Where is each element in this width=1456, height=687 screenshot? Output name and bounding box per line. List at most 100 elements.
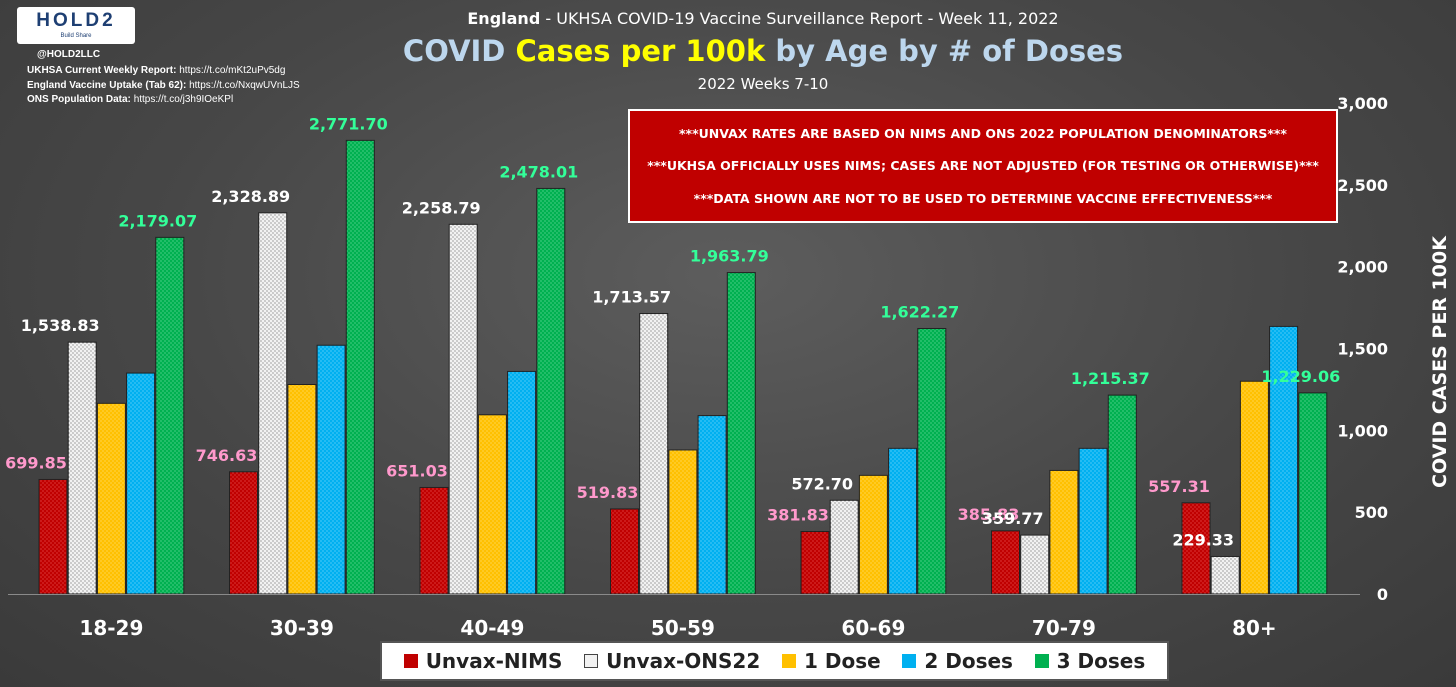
disclaimer-box: ***UNVAX RATES ARE BASED ON NIMS AND ONS… bbox=[628, 109, 1338, 223]
bar-unvax-ons22-30-39 bbox=[258, 212, 288, 595]
bar-3-doses-70-79 bbox=[1107, 394, 1137, 595]
legend-swatch bbox=[902, 654, 917, 668]
legend-label: Unvax-NIMS bbox=[425, 649, 563, 673]
data-label: 385.83 bbox=[958, 505, 1020, 524]
data-label: 2,258.79 bbox=[402, 198, 481, 217]
data-label: 557.31 bbox=[1148, 477, 1210, 496]
x-tick-label: 60-69 bbox=[841, 616, 905, 640]
bar-unvax-nims-60-69 bbox=[800, 531, 830, 595]
legend-swatch bbox=[781, 654, 796, 668]
bar-unvax-nims-18-29 bbox=[38, 478, 68, 595]
data-labels-group: 699.85 1,538.83 2,179.07 746.63 2,328.89 2,77… bbox=[5, 114, 1340, 549]
hold2-logo: HOLD2 Build Share bbox=[17, 7, 135, 44]
disclaimer-line: ***UNVAX RATES ARE BASED ON NIMS AND ONS… bbox=[679, 125, 1287, 141]
bar-3-doses-60-69 bbox=[917, 327, 947, 595]
chart-suptitle: England - UKHSA COVID-19 Vaccine Surveil… bbox=[0, 9, 1456, 28]
bar-2-doses-18-29 bbox=[126, 372, 156, 595]
bar-1-dose-50-59 bbox=[668, 449, 698, 595]
source-label: England Vaccine Uptake (Tab 62): bbox=[27, 80, 187, 91]
bar-unvax-nims-40-49 bbox=[419, 486, 449, 595]
x-tick-label: 80+ bbox=[1232, 616, 1277, 640]
data-label: 519.83 bbox=[577, 483, 639, 502]
bar-unvax-ons22-40-49 bbox=[448, 223, 478, 595]
source-link[interactable]: https://t.co/j3h9IOeKPl bbox=[133, 94, 234, 105]
x-tick-label: 50-59 bbox=[651, 616, 715, 640]
bar-unvax-nims-30-39 bbox=[229, 471, 258, 595]
bar-unvax-ons22-18-29 bbox=[67, 341, 97, 595]
legend-item-unvax-ons22: Unvax-ONS22 bbox=[584, 649, 760, 673]
title-part1: COVID bbox=[402, 34, 516, 68]
bar-1-dose-30-39 bbox=[287, 384, 317, 595]
data-label: 229.33 bbox=[1172, 530, 1234, 549]
bar-unvax-nims-70-79 bbox=[991, 530, 1020, 595]
x-axis: 18-29 30-39 40-49 50-59 60-69 70-79 80+ bbox=[8, 594, 1360, 640]
bar-unvax-ons22-70-79 bbox=[1020, 534, 1050, 595]
y-tick-label: 1,500 bbox=[1337, 340, 1388, 359]
x-tick-label: 40-49 bbox=[460, 616, 524, 640]
suptitle-country: England bbox=[467, 9, 541, 28]
chart-title: COVID Cases per 100k by Age by # of Dose… bbox=[0, 34, 1456, 68]
title-part2: by Age by # of Doses bbox=[765, 34, 1124, 68]
source-label: UKHSA Current Weekly Report: bbox=[27, 65, 177, 76]
data-label: 1,622.27 bbox=[880, 302, 959, 321]
legend-item-2-doses: 2 Doses bbox=[902, 649, 1013, 673]
data-label: 1,963.79 bbox=[690, 247, 769, 266]
data-label: 651.03 bbox=[386, 461, 448, 480]
disclaimer-line: ***DATA SHOWN ARE NOT TO BE USED TO DETE… bbox=[693, 191, 1273, 207]
x-tick-label: 18-29 bbox=[79, 616, 143, 640]
y-tick-label: 1,000 bbox=[1337, 421, 1388, 440]
bar-1-dose-80+ bbox=[1239, 380, 1269, 595]
source-ukhsa-report: UKHSA Current Weekly Report: https://t.c… bbox=[27, 65, 285, 76]
y-tick-label: 2,500 bbox=[1337, 176, 1388, 195]
legend-swatch bbox=[584, 654, 599, 668]
y-axis: 0 500 1,000 1,500 2,000 2,500 3,000 bbox=[1337, 94, 1388, 604]
bar-unvax-nims-80+ bbox=[1181, 502, 1211, 595]
data-label: 381.83 bbox=[767, 506, 829, 525]
data-label: 1,229.06 bbox=[1261, 367, 1340, 386]
bar-3-doses-50-59 bbox=[726, 272, 756, 595]
bar-1-dose-60-69 bbox=[858, 474, 888, 595]
legend-swatch bbox=[403, 654, 418, 668]
source-ons-population: ONS Population Data: https://t.co/j3h9IO… bbox=[27, 94, 233, 105]
data-label: 699.85 bbox=[5, 453, 67, 472]
data-label: 2,771.70 bbox=[309, 114, 388, 133]
bar-3-doses-40-49 bbox=[536, 187, 566, 595]
source-link[interactable]: https://t.co/mKt2uPv5dg bbox=[179, 65, 286, 76]
bar-3-doses-30-39 bbox=[345, 139, 375, 595]
suptitle-report: - UKHSA COVID-19 Vaccine Surveillance Re… bbox=[540, 9, 1059, 28]
data-label: 2,478.01 bbox=[499, 162, 578, 181]
source-vaccine-uptake: England Vaccine Uptake (Tab 62): https:/… bbox=[27, 80, 300, 91]
legend-label: 3 Doses bbox=[1056, 649, 1146, 673]
legend-item-unvax-nims: Unvax-NIMS bbox=[403, 649, 563, 673]
x-tick-label: 30-39 bbox=[270, 616, 334, 640]
logo-text: HOLD2 bbox=[36, 10, 116, 31]
source-link[interactable]: https://t.co/NxqwUVnLJS bbox=[189, 80, 300, 91]
legend-label: Unvax-ONS22 bbox=[606, 649, 761, 673]
y-tick-label: 3,000 bbox=[1337, 94, 1388, 113]
y-tick-label: 2,000 bbox=[1337, 258, 1388, 277]
bar-2-doses-60-69 bbox=[888, 447, 918, 595]
source-label: ONS Population Data: bbox=[27, 94, 131, 105]
data-label: 2,179.07 bbox=[118, 211, 197, 230]
bars-group bbox=[38, 139, 1328, 595]
bar-unvax-ons22-80+ bbox=[1210, 555, 1240, 595]
data-label: 746.63 bbox=[196, 446, 258, 465]
bar-1-dose-40-49 bbox=[477, 414, 507, 595]
bar-3-doses-80+ bbox=[1298, 392, 1328, 595]
twitter-handle: @HOLD2LLC bbox=[37, 49, 101, 60]
bar-unvax-nims-50-59 bbox=[610, 508, 639, 595]
y-axis-label: COVID CASES PER 100K bbox=[1429, 235, 1451, 488]
bar-unvax-ons22-50-59 bbox=[639, 313, 669, 595]
chart-legend: Unvax-NIMS Unvax-ONS22 1 Dose 2 Doses 3 … bbox=[380, 641, 1169, 681]
y-tick-label: 0 bbox=[1377, 585, 1388, 604]
data-label: 1,538.83 bbox=[21, 316, 100, 335]
bar-2-doses-40-49 bbox=[507, 370, 537, 595]
data-label: 1,215.37 bbox=[1071, 369, 1150, 388]
legend-swatch bbox=[1034, 654, 1049, 668]
bar-2-doses-50-59 bbox=[697, 415, 727, 595]
bar-2-doses-30-39 bbox=[316, 344, 346, 595]
data-label: 359.77 bbox=[982, 509, 1044, 528]
x-tick-label: 70-79 bbox=[1032, 616, 1096, 640]
legend-label: 1 Dose bbox=[803, 649, 881, 673]
